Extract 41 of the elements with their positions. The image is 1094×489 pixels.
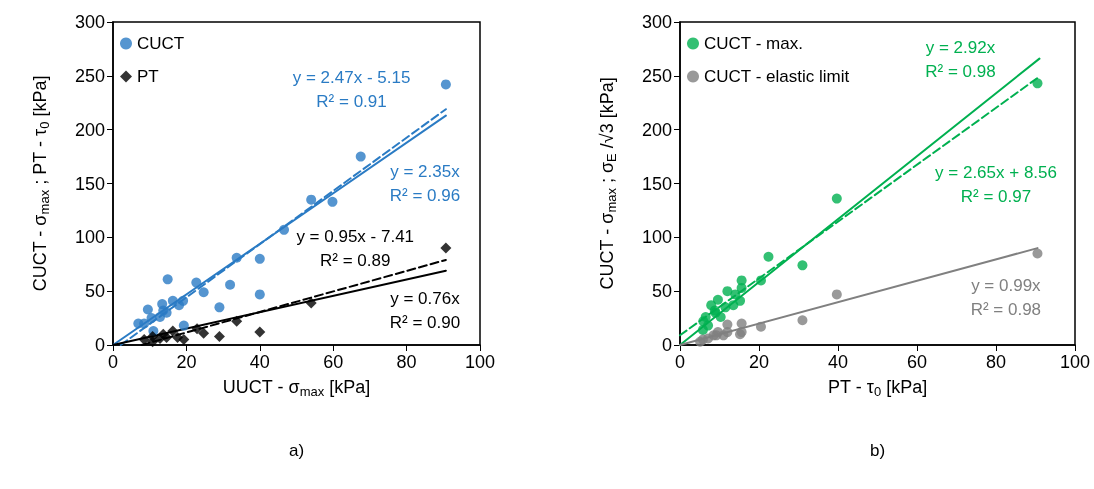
x-tick-label: 0: [107, 352, 119, 372]
y-tick-label: 50: [651, 281, 672, 302]
annotation: y = 2.35x R² = 0.96: [389, 162, 461, 205]
x-tick-label: 60: [323, 352, 344, 372]
legend-label: CUCT - elastic limit: [704, 67, 850, 86]
legend-label: PT: [137, 67, 159, 86]
x-tick-label: 0: [674, 352, 686, 372]
y-tick-label: 250: [74, 65, 105, 86]
x-tick-label: 40: [249, 352, 270, 372]
x-tick-label: 20: [176, 352, 197, 372]
annotation: y = 2.92x R² = 0.98: [925, 38, 996, 82]
y-tick-label: 200: [641, 119, 672, 140]
x-tick-label: 100: [464, 352, 496, 372]
y-tick-label: 100: [641, 227, 672, 248]
text: b): [869, 440, 886, 460]
y-tick-label: 200: [74, 119, 105, 140]
legend-label: CUCT - max.: [704, 34, 803, 53]
annotation: y = 0.99x R² = 0.98: [970, 276, 1042, 320]
y-tick-label: 150: [641, 173, 672, 194]
legend-label: CUCT: [137, 34, 185, 53]
y-tick-label: 150: [74, 173, 105, 194]
x-tick-label: 40: [827, 352, 849, 372]
annotation: y = 2.47x - 5.15 R² = 0.91: [292, 68, 411, 112]
y-tick-label: 100: [74, 227, 105, 248]
x-tick-label: 100: [1059, 352, 1091, 372]
text: a): [288, 440, 305, 460]
annotation: y = 0.76x R² = 0.90: [389, 288, 461, 332]
annotation: y = 2.65x + 8.56 R² = 0.97: [935, 162, 1057, 206]
x-tick-label: 80: [985, 352, 1007, 372]
y-tick-label: 50: [84, 281, 105, 302]
y-tick-label: 250: [641, 65, 672, 86]
x-tick-label: 20: [748, 352, 770, 372]
x-tick-label: 80: [396, 352, 417, 372]
annotation: y = 0.95x - 7.41 R² = 0.89: [296, 226, 415, 270]
y-tick-label: 0: [94, 335, 105, 355]
y-axis-title: CUCT - σmax ; PT - τ0 [kPa]: [29, 75, 52, 292]
y-tick-label: 300: [641, 12, 672, 32]
y-axis-title: CUCT - σmax ; σE /√3 [kPa]: [596, 77, 619, 290]
y-tick-label: 300: [74, 12, 105, 32]
x-tick-label: 60: [906, 352, 928, 372]
y-tick-label: 0: [661, 335, 672, 355]
